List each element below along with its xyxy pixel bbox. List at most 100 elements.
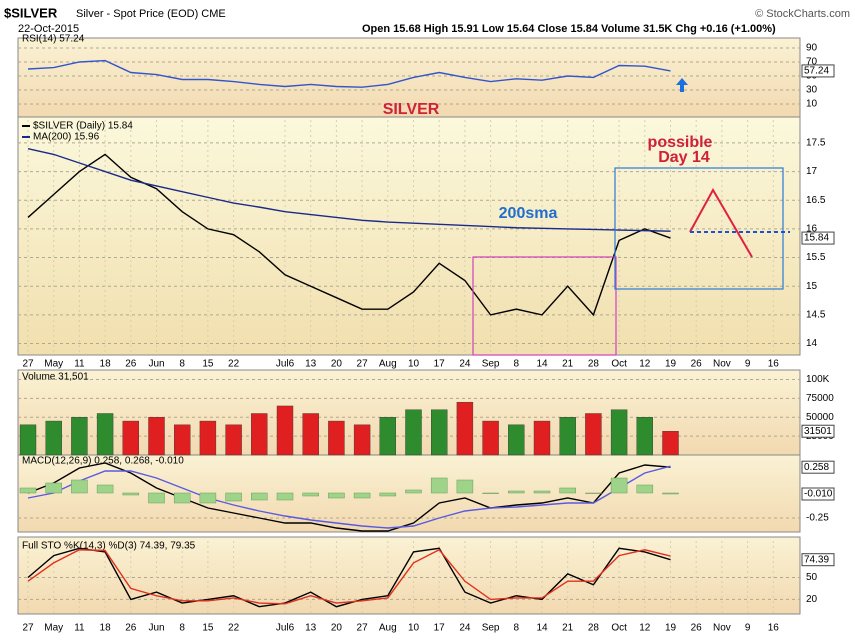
rsi-arrow — [676, 78, 688, 92]
histogram-bar — [559, 487, 576, 494]
y-tick-label: -0.25 — [806, 513, 829, 524]
symbol: $SILVER — [4, 5, 58, 20]
x-tick-label: 27 — [357, 623, 369, 634]
y-tick-label: 16.5 — [806, 195, 826, 206]
volume-bar — [251, 413, 268, 456]
x-tick-label: May — [44, 623, 63, 634]
histogram-bar — [610, 477, 628, 494]
x-tick-label: 10 — [408, 623, 420, 634]
volume-bar — [96, 413, 114, 456]
description: Silver - Spot Price (EOD) CME — [76, 8, 226, 20]
y-tick-label: 16 — [806, 224, 818, 235]
panel-title: Full STO %K(14,3) %D(3) 74.39, 79.35 — [22, 541, 196, 552]
histogram-bar — [251, 492, 268, 501]
x-tick-label: 19 — [665, 359, 677, 370]
x-tick-label: 26 — [691, 623, 703, 634]
value-box — [801, 64, 835, 78]
value-box — [801, 231, 835, 245]
x-tick-label: 24 — [459, 359, 471, 370]
x-tick-label: 26 — [125, 623, 137, 634]
volume-bar — [405, 409, 422, 456]
x-tick-label: 28 — [588, 359, 600, 370]
value-box-label: 57.24 — [804, 66, 829, 77]
x-tick-label: 18 — [100, 623, 112, 634]
x-tick-label: 17 — [434, 623, 446, 634]
x-tick-label: 18 — [100, 359, 112, 370]
x-tick-label: 19 — [665, 623, 677, 634]
x-tick-label: 27 — [357, 359, 369, 370]
y-tick-label: 100K — [806, 374, 830, 385]
x-tick-label: 27 — [22, 359, 34, 370]
volume-bar — [379, 417, 396, 456]
x-tick-label: Jun — [148, 623, 164, 634]
x-tick-label: 16 — [768, 359, 780, 370]
histogram-bar — [199, 492, 217, 504]
histogram-bar — [96, 484, 114, 494]
y-tick-label: 50 — [806, 572, 818, 583]
value-box-label: 74.39 — [804, 554, 829, 565]
x-tick-label: Aug — [379, 359, 397, 370]
x-tick-label: Jun — [148, 359, 164, 370]
panel-title: RSI(14) 57.24 — [22, 34, 85, 45]
x-tick-label: 8 — [514, 359, 520, 370]
x-tick-label: 13 — [305, 359, 317, 370]
x-tick-label: Aug — [379, 623, 397, 634]
x-tick-label: May — [44, 359, 63, 370]
x-tick-label: 15 — [202, 359, 214, 370]
x-tick-label: Nov — [713, 623, 731, 634]
x-tick-label: 12 — [639, 623, 651, 634]
x-tick-label: 12 — [639, 359, 651, 370]
value-box — [801, 553, 835, 567]
volume-bar — [122, 420, 140, 456]
x-tick-label: Jul6 — [276, 359, 295, 370]
value-box — [801, 460, 835, 474]
histogram-bar — [225, 492, 242, 502]
volume-bar — [276, 405, 294, 456]
histogram-bar — [482, 492, 499, 494]
x-tick-label: 11 — [74, 623, 85, 634]
y-tick-label: 20 — [806, 594, 818, 605]
series-line — [27, 462, 671, 532]
histogram-bar — [276, 492, 294, 501]
histogram-bar — [353, 492, 371, 499]
x-tick-label: 20 — [331, 359, 343, 370]
series-line — [27, 147, 671, 232]
volume-bar — [636, 417, 653, 456]
histogram-bar — [533, 490, 551, 494]
x-tick-label: Jul6 — [276, 623, 295, 634]
x-tick-label: 24 — [459, 623, 471, 634]
volume-bar — [508, 424, 525, 456]
x-tick-label: Oct — [611, 359, 627, 370]
x-tick-label: 8 — [514, 623, 520, 634]
volume-bar — [173, 424, 191, 456]
x-tick-label: 14 — [536, 359, 548, 370]
x-tick-label: 26 — [691, 359, 703, 370]
histogram-bar — [379, 492, 397, 497]
histogram-bar — [508, 490, 525, 494]
volume-bar — [353, 424, 371, 456]
y-tick-label: 17 — [806, 166, 818, 177]
series-line — [27, 153, 671, 317]
histogram-bar — [45, 482, 62, 494]
x-tick-label: 17 — [434, 359, 446, 370]
volume-bar — [328, 420, 345, 456]
y-tick-label: 14.5 — [806, 310, 826, 321]
projection-box — [614, 167, 784, 290]
x-tick-label: 9 — [745, 359, 751, 370]
x-tick-label: 22 — [228, 359, 240, 370]
x-tick-label: 16 — [768, 623, 780, 634]
date: 22-Oct-2015 — [18, 23, 79, 35]
x-tick-label: 8 — [179, 623, 185, 634]
plot-layer: 90 70 50 30 10 RSI(14) 57.24 57.24 14 14.5 15 15.5… — [18, 34, 835, 634]
volume-bar — [19, 424, 37, 456]
x-tick-label: 27 — [22, 623, 34, 634]
volume-bar — [533, 420, 551, 456]
x-tick-label: 22 — [228, 623, 240, 634]
x-tick-label: 21 — [562, 359, 574, 370]
series-line — [27, 465, 671, 529]
histogram-bar — [19, 487, 37, 494]
x-tick-label: 11 — [74, 359, 85, 370]
annotation: Day 14 — [658, 149, 710, 166]
x-tick-label: 21 — [562, 623, 574, 634]
